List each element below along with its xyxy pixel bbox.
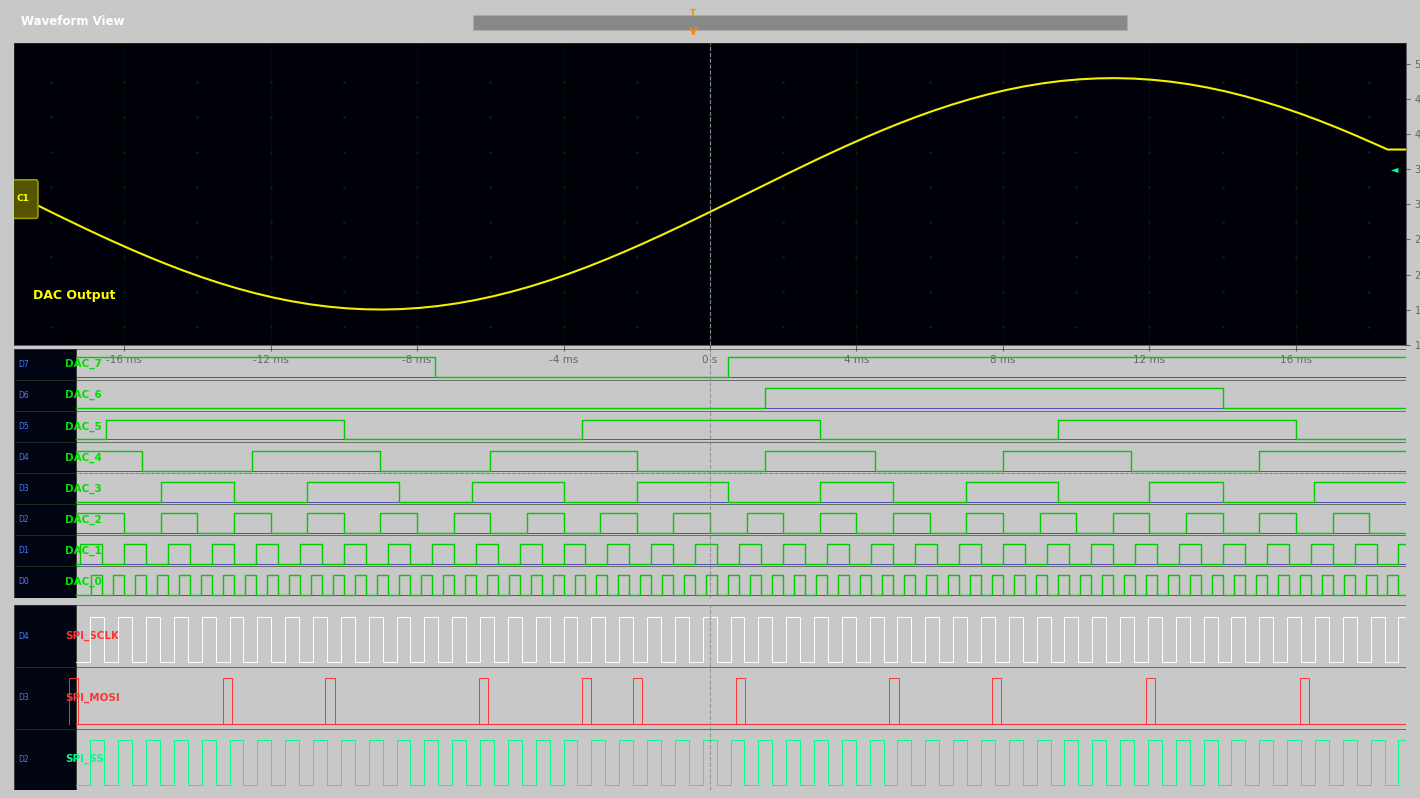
Text: SPI_SS: SPI_SS <box>65 754 104 764</box>
Text: D7: D7 <box>18 360 28 369</box>
Text: D3: D3 <box>18 484 28 493</box>
Text: SPI_SCLK: SPI_SCLK <box>65 631 119 642</box>
Text: D2: D2 <box>18 755 28 764</box>
Bar <box>14 606 77 667</box>
Bar <box>14 535 77 567</box>
Text: D3: D3 <box>18 693 28 702</box>
Text: DAC_0: DAC_0 <box>65 577 102 587</box>
Bar <box>14 567 77 598</box>
Text: DAC_1: DAC_1 <box>65 546 102 556</box>
Text: DAC_2: DAC_2 <box>65 515 102 525</box>
Text: T: T <box>690 10 696 18</box>
Text: DAC Output: DAC Output <box>33 289 115 302</box>
Bar <box>14 473 77 504</box>
Text: D6: D6 <box>18 391 28 400</box>
Bar <box>14 349 77 380</box>
Text: DAC_5: DAC_5 <box>65 421 102 432</box>
Text: D2: D2 <box>18 516 28 524</box>
Bar <box>473 15 1127 30</box>
Text: D4: D4 <box>18 453 28 462</box>
Bar <box>14 411 77 442</box>
Bar <box>14 380 77 411</box>
Bar <box>14 729 77 790</box>
Bar <box>14 442 77 473</box>
FancyBboxPatch shape <box>9 180 38 219</box>
Text: Waveform View: Waveform View <box>21 15 125 29</box>
Text: ◄: ◄ <box>1392 164 1399 174</box>
Text: DAC_3: DAC_3 <box>65 484 102 494</box>
Text: C1: C1 <box>17 194 30 203</box>
Text: DAC_4: DAC_4 <box>65 452 102 463</box>
Text: D1: D1 <box>18 547 28 555</box>
Text: D0: D0 <box>18 578 28 587</box>
Text: DAC_6: DAC_6 <box>65 390 102 401</box>
Bar <box>14 504 77 535</box>
Text: SPI_MOSI: SPI_MOSI <box>65 693 121 703</box>
Bar <box>14 667 77 729</box>
Text: DAC_7: DAC_7 <box>65 359 102 369</box>
Text: D4: D4 <box>18 632 28 641</box>
Text: D5: D5 <box>18 422 28 431</box>
